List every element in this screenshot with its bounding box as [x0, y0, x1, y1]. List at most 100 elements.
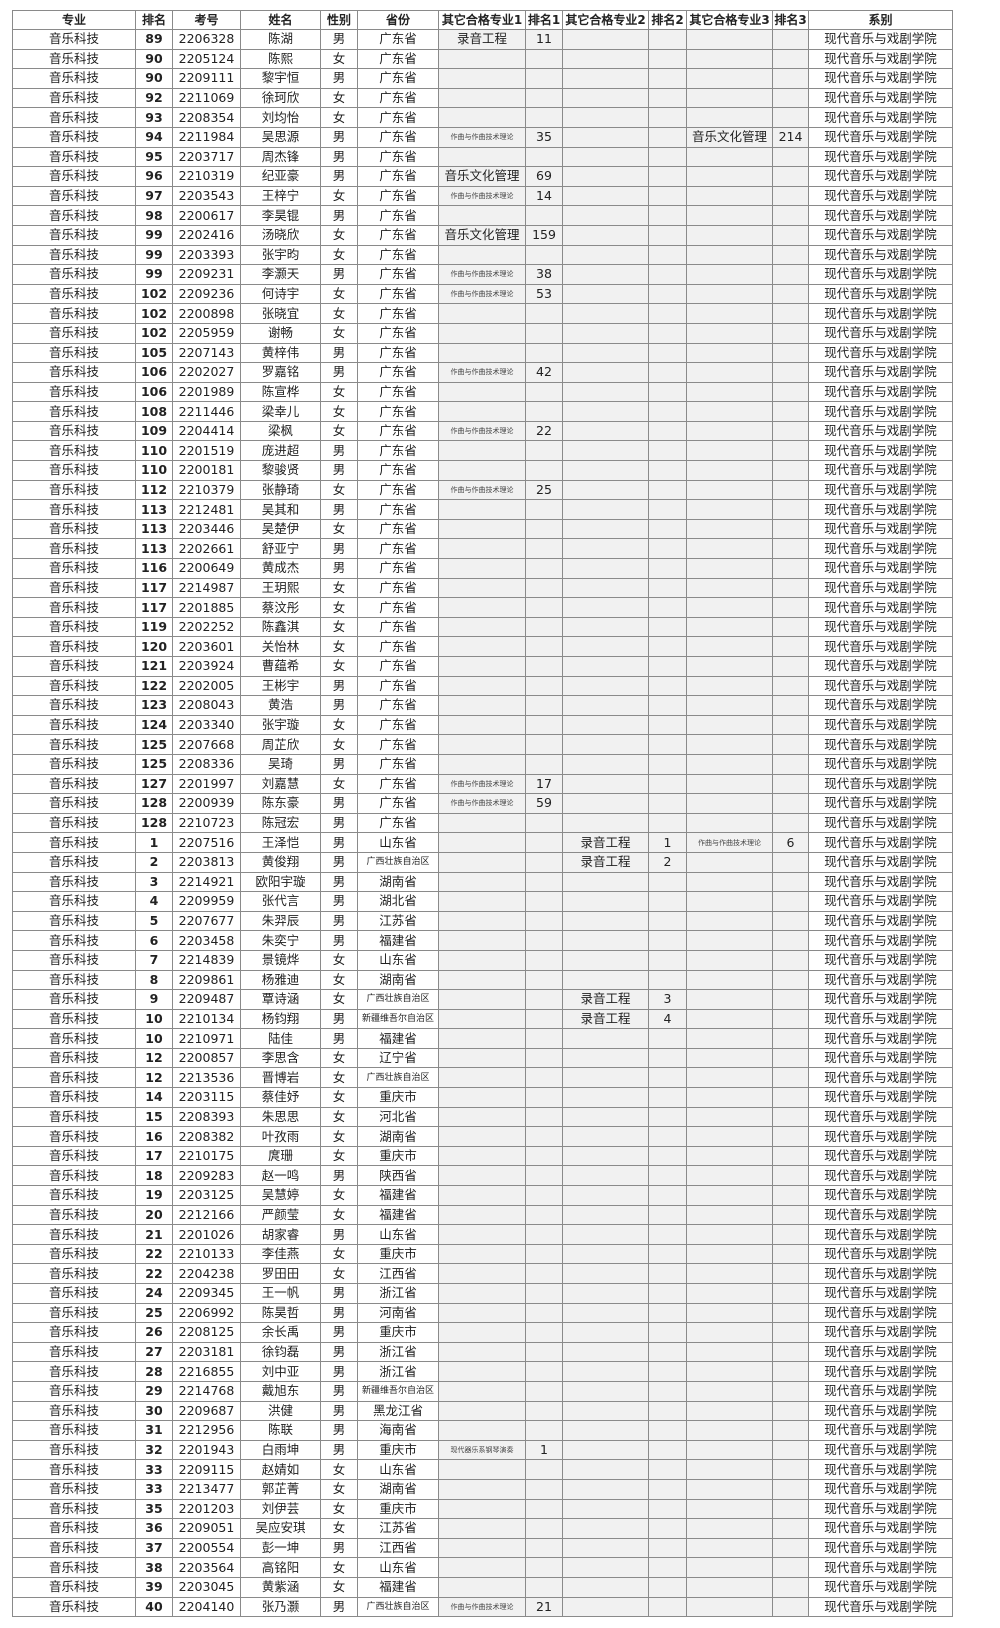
rank-2-cell — [648, 1243, 687, 1265]
other-major-1-cell — [438, 1498, 526, 1520]
exam-id-cell: 2209115 — [172, 1459, 241, 1480]
gender-cell: 女 — [320, 949, 358, 971]
table-row: 音乐科技 110 2201519 庞进超男广东省 现代音乐与戏剧学院 — [12, 440, 953, 462]
other-major-2-cell — [562, 656, 649, 677]
other-major-1-cell — [438, 695, 526, 716]
rank-1-cell: 38 — [525, 264, 563, 285]
major-cell: 音乐科技 — [12, 479, 136, 501]
name-cell: 梁幸儿 — [240, 401, 321, 422]
rank-3-cell — [772, 1185, 809, 1206]
rank-2-cell — [648, 1341, 687, 1363]
other-major-2-cell — [562, 440, 649, 462]
rank-3-cell — [772, 244, 809, 266]
rank-3-cell — [772, 68, 809, 89]
other-major-3-cell — [686, 577, 773, 599]
rank-2-cell — [648, 518, 687, 540]
rank-3-cell — [772, 205, 809, 226]
exam-id-cell: 2204140 — [172, 1596, 241, 1618]
rank-3-cell — [772, 224, 809, 246]
rank-3-cell — [772, 48, 809, 70]
province-cell: 广东省 — [357, 244, 439, 266]
name-cell: 李昊锟 — [240, 205, 321, 226]
name-cell: 徐钧磊 — [240, 1341, 321, 1363]
rank-2-cell — [648, 87, 687, 109]
other-major-2-cell — [562, 714, 649, 736]
department-cell: 现代音乐与戏剧学院 — [808, 1047, 953, 1069]
other-major-1-cell — [438, 205, 526, 226]
other-major-3-cell — [686, 714, 773, 736]
exam-id-cell: 2203924 — [172, 656, 241, 677]
gender-cell: 女 — [320, 734, 358, 755]
rank-1-cell — [525, 244, 563, 266]
province-cell: 浙江省 — [357, 1283, 439, 1304]
other-major-2-cell — [562, 244, 649, 266]
department-cell: 现代音乐与戏剧学院 — [808, 1596, 953, 1618]
table-row: 音乐科技 33 2209115 赵婧如女山东省 现代音乐与戏剧学院 — [12, 1459, 953, 1480]
province-cell: 广东省 — [357, 48, 439, 70]
table-row: 音乐科技 37 2200554 彭一坤男江西省 现代音乐与戏剧学院 — [12, 1537, 953, 1559]
department-cell: 现代音乐与戏剧学院 — [808, 675, 953, 697]
department-cell: 现代音乐与戏剧学院 — [808, 656, 953, 677]
other-major-3-cell — [686, 1439, 773, 1461]
province-cell: 广东省 — [357, 812, 439, 834]
major-cell: 音乐科技 — [12, 342, 136, 364]
rank-1-cell — [525, 1224, 563, 1245]
table-row: 音乐科技 102 2209236 何诗宇女广东省 作曲与作曲技术理论 53 现代音乐与戏剧学… — [12, 283, 953, 305]
department-cell: 现代音乐与戏剧学院 — [808, 342, 953, 364]
rank-1-cell — [525, 1420, 563, 1441]
name-cell: 张静琦 — [240, 479, 321, 501]
gender-cell: 女 — [320, 1185, 358, 1206]
other-major-2-cell — [562, 1204, 649, 1226]
province-cell: 湖南省 — [357, 871, 439, 893]
header-rank-3: 排名3 — [772, 10, 809, 30]
department-cell: 现代音乐与戏剧学院 — [808, 185, 953, 207]
rank-3-cell — [772, 303, 809, 324]
other-major-1-cell — [438, 1028, 526, 1049]
header-province: 省份 — [357, 10, 439, 30]
exam-id-cell: 2204414 — [172, 420, 241, 442]
rank-2-cell — [648, 1596, 687, 1618]
gender-cell: 男 — [320, 1439, 358, 1461]
table-row: 音乐科技 32 2201943 白雨坤男重庆市 现代器乐系钢琴演奏 1 现代音乐与戏剧学院 — [12, 1439, 953, 1461]
name-cell: 杨雅迪 — [240, 969, 321, 991]
province-cell: 重庆市 — [357, 1243, 439, 1265]
major-cell: 音乐科技 — [12, 107, 136, 128]
other-major-2-cell — [562, 185, 649, 207]
major-cell: 音乐科技 — [12, 1322, 136, 1343]
name-cell: 张宇璇 — [240, 714, 321, 736]
exam-id-cell: 2212166 — [172, 1204, 241, 1226]
gender-cell: 女 — [320, 1087, 358, 1108]
other-major-2-cell — [562, 1576, 649, 1598]
table-row: 音乐科技 90 2209111 黎宇恒男广东省 现代音乐与戏剧学院 — [12, 68, 953, 89]
province-cell: 海南省 — [357, 1420, 439, 1441]
other-major-2-cell: 录音工程 — [562, 832, 649, 853]
table-row: 音乐科技 92 2211069 徐珂欣女广东省 现代音乐与戏剧学院 — [12, 87, 953, 109]
department-cell: 现代音乐与戏剧学院 — [808, 616, 953, 638]
major-cell: 音乐科技 — [12, 1185, 136, 1206]
exam-id-cell: 2202005 — [172, 675, 241, 697]
department-cell: 现代音乐与戏剧学院 — [808, 420, 953, 442]
other-major-2-cell — [562, 1439, 649, 1461]
gender-cell: 男 — [320, 264, 358, 285]
major-cell: 音乐科技 — [12, 616, 136, 638]
table-row: 音乐科技 128 2210723 陈冠宏男广东省 现代音乐与戏剧学院 — [12, 812, 953, 834]
exam-id-cell: 2209236 — [172, 283, 241, 305]
other-major-2-cell — [562, 597, 649, 618]
rank-cell: 112 — [135, 479, 173, 501]
rank-2-cell — [648, 420, 687, 442]
province-cell: 重庆市 — [357, 1087, 439, 1108]
table-row: 音乐科技 89 2206328 陈湖男广东省 录音工程 11 现代音乐与戏剧学院 — [12, 29, 953, 50]
province-cell: 江苏省 — [357, 910, 439, 932]
rank-1-cell — [525, 1263, 563, 1284]
header-exam-id: 考号 — [172, 10, 241, 30]
other-major-2-cell — [562, 68, 649, 89]
major-cell: 音乐科技 — [12, 499, 136, 520]
other-major-1-cell — [438, 48, 526, 70]
rank-2-cell — [648, 224, 687, 246]
gender-cell: 女 — [320, 87, 358, 109]
department-cell: 现代音乐与戏剧学院 — [808, 322, 953, 344]
rank-1-cell: 69 — [525, 166, 563, 187]
department-cell: 现代音乐与戏剧学院 — [808, 734, 953, 755]
province-cell: 陕西省 — [357, 1165, 439, 1187]
rank-cell: 125 — [135, 734, 173, 755]
